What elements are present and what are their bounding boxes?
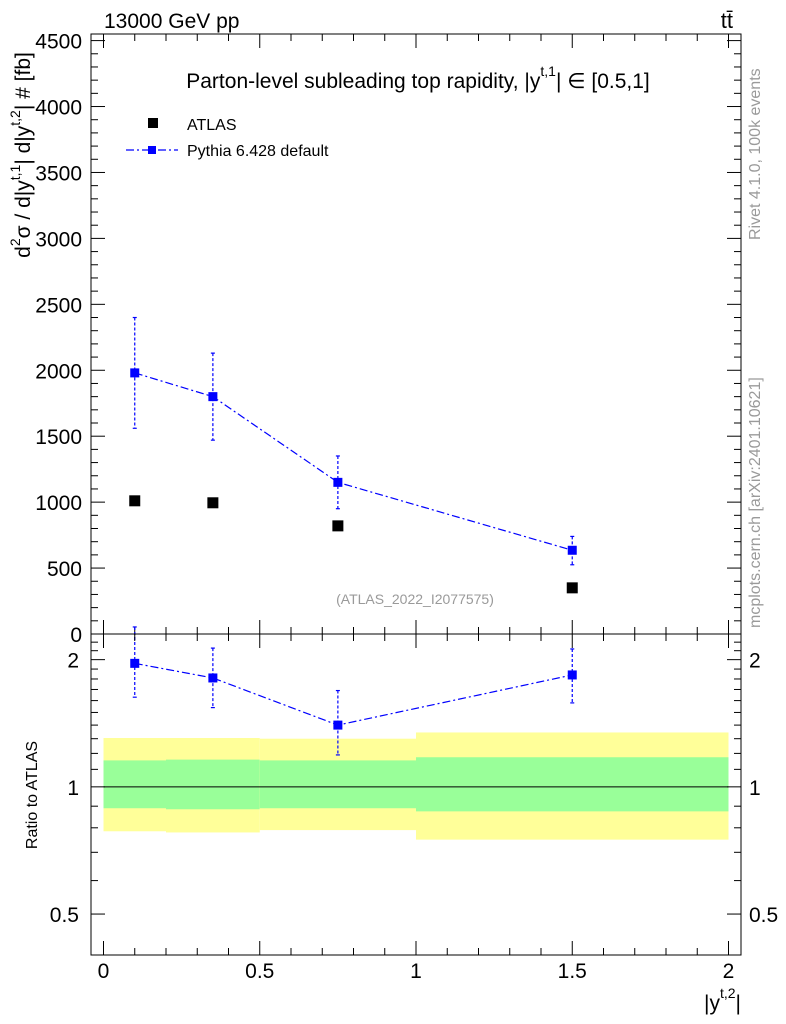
energy-label: 13000 GeV pp <box>104 10 239 33</box>
ratio-y-tick-label-left: 1 <box>67 777 79 800</box>
ratio-y-axis-label: Ratio to ATLAS <box>24 741 41 849</box>
mc-data-point <box>333 477 343 487</box>
process-label: tt̄ <box>721 8 733 33</box>
y-axis-label: d2σ / d|yt,1| d|yt,2| # [fb] <box>7 52 35 258</box>
ratio-y-tick-label-left: 2 <box>67 650 79 673</box>
atlas-data-point <box>129 495 141 507</box>
atlas-data-point <box>207 497 219 509</box>
legend-atlas-label: ATLAS <box>187 117 237 134</box>
ratio-band-inner <box>103 760 166 809</box>
mcplots-label: mcplots.cern.ch [arXiv:2401.10621] <box>747 377 764 628</box>
legend-atlas-marker <box>148 118 158 128</box>
y-tick-label: 500 <box>47 558 82 581</box>
ratio-data-point <box>130 658 140 668</box>
x-tick-label: 0 <box>98 960 110 983</box>
ratio-band-inner <box>416 757 729 812</box>
x-tick-label: 1 <box>410 960 422 983</box>
y-tick-label: 3000 <box>35 228 82 251</box>
y-tick-label: 4000 <box>35 97 82 120</box>
ratio-y-tick-label-right: 2 <box>749 650 761 673</box>
y-tick-label: 0 <box>70 624 82 647</box>
atlas-data-point <box>566 582 578 594</box>
ratio-y-tick-label-right: 1 <box>749 777 761 800</box>
y-tick-label: 2000 <box>35 360 82 383</box>
legend-mc-label: Pythia 6.428 default <box>187 143 329 160</box>
chart-title: Parton-level subleading top rapidity, |y… <box>186 63 649 93</box>
x-tick-label: 1.5 <box>558 960 587 983</box>
ratio-y-tick-label-right: 0.5 <box>749 904 778 927</box>
mc-data-point <box>567 545 577 555</box>
x-axis-label: |yt,2| <box>704 985 741 1015</box>
atlas-data-point <box>332 520 344 532</box>
rivet-label: Rivet 4.1.0, 100k events <box>747 68 764 240</box>
analysis-watermark: (ATLAS_2022_I2077575) <box>336 591 494 607</box>
mc-series-line <box>134 372 573 551</box>
y-tick-label: 2500 <box>35 294 82 317</box>
ratio-y-tick-label-left: 0.5 <box>50 904 79 927</box>
ratio-data-point <box>333 720 343 730</box>
y-tick-label: 4500 <box>35 31 82 54</box>
ratio-panel: 0 0.5 1 1.5 2 0.5 0.5 1 1 2 2 Ratio to ATLAS |yt,2… <box>24 626 778 1015</box>
ratio-data-point <box>208 673 218 683</box>
mc-data-point <box>208 392 218 402</box>
y-tick-label: 3500 <box>35 162 82 185</box>
mc-data-point <box>130 368 140 378</box>
x-tick-label: 0.5 <box>245 960 274 983</box>
legend: ATLAS Pythia 6.428 default <box>126 117 329 160</box>
main-panel: 0 500 1000 1500 2000 2500 3000 3500 4000 4500 Par… <box>7 31 742 647</box>
x-tick-label: 2 <box>723 960 735 983</box>
ratio-data-point <box>567 670 577 680</box>
ratio-band-inner <box>166 759 260 810</box>
y-tick-label: 1500 <box>35 426 82 449</box>
ratio-band-inner <box>259 760 416 809</box>
legend-mc-marker <box>148 146 156 154</box>
ratio-series-line <box>134 662 573 726</box>
y-tick-label: 1000 <box>35 492 82 515</box>
